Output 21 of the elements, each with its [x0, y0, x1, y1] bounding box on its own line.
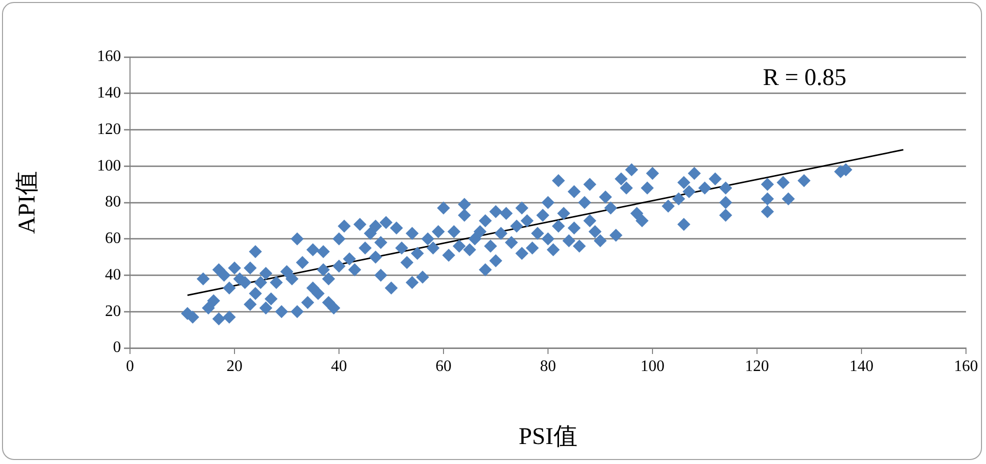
y-tick-label: 20 — [105, 302, 121, 320]
x-tick-label: 80 — [540, 358, 556, 375]
y-tick-label: 140 — [97, 84, 121, 102]
x-tick-label: 0 — [126, 358, 134, 375]
x-tick-label: 160 — [954, 358, 978, 375]
x-tick-label: 20 — [226, 358, 242, 375]
x-axis-title: PSI值 — [518, 424, 578, 450]
y-tick-label: 80 — [105, 194, 121, 211]
x-tick-label: 100 — [640, 358, 664, 375]
y-tick-label: 100 — [97, 157, 121, 174]
y-tick-label: 0 — [113, 339, 121, 356]
y-tick-label: 40 — [105, 266, 121, 284]
x-tick-label: 60 — [436, 358, 452, 375]
x-tick-label: 140 — [850, 358, 874, 375]
y-axis-title: API值 — [14, 171, 41, 234]
annotation: R = 0.85 — [762, 65, 846, 92]
x-tick-label: 120 — [745, 358, 769, 375]
y-tick-label: 120 — [97, 120, 121, 138]
x-tick-label: 40 — [331, 358, 347, 375]
y-tick-label: 60 — [105, 230, 121, 248]
y-tick-label: 160 — [97, 48, 121, 66]
